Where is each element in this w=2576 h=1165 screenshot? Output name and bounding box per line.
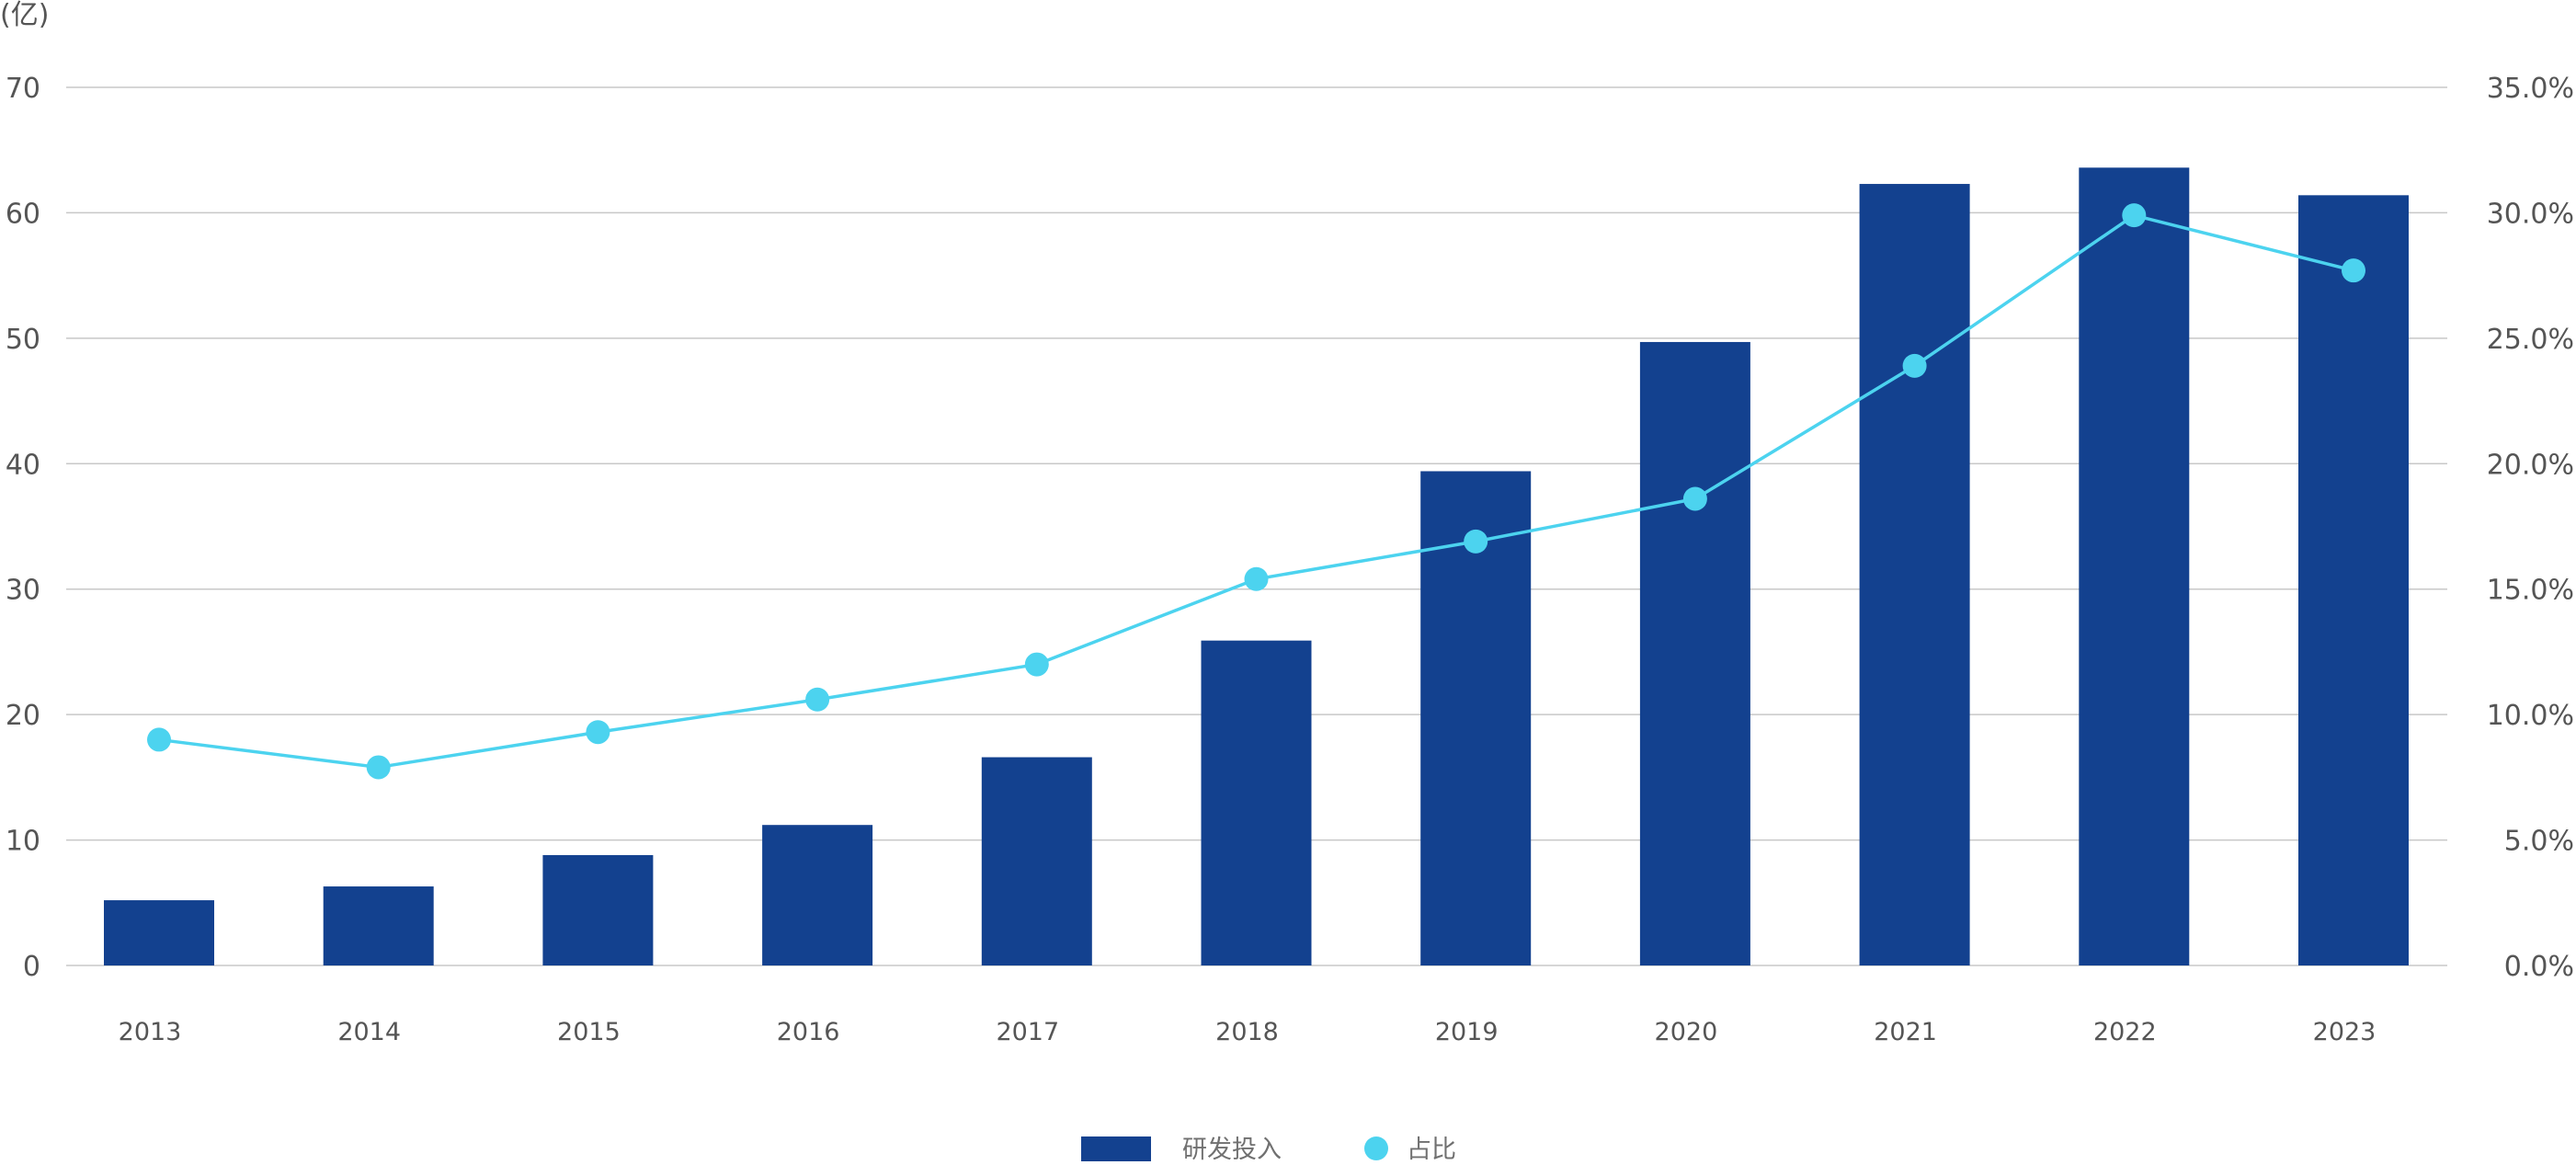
y-left-tick-label: 40 xyxy=(6,449,40,481)
y-right-tick-label: 20.0% xyxy=(2487,449,2574,481)
line-point xyxy=(805,687,830,712)
legend-line-label: 占比 xyxy=(1407,1136,1456,1161)
bar xyxy=(1859,184,1970,966)
legend: 研发投入 占比 xyxy=(1081,1136,1456,1164)
line-point xyxy=(1024,652,1049,677)
bar xyxy=(1201,640,1312,965)
y-left-tick-label: 30 xyxy=(6,575,40,607)
line-point xyxy=(147,727,171,752)
bar xyxy=(1420,471,1532,965)
y-left-tick-label: 50 xyxy=(6,324,40,356)
line-point xyxy=(2122,203,2147,228)
bar xyxy=(104,900,214,965)
y-left-tick-label: 20 xyxy=(6,700,40,732)
bar xyxy=(2298,195,2409,966)
x-tick-label: 2013 xyxy=(119,1018,182,1046)
x-axis: 2013 2014 2015 2016 2017 2018 2019 2020 2021 2022… xyxy=(119,1018,2377,1046)
bar xyxy=(981,757,1092,965)
line-point xyxy=(586,720,610,745)
line-point xyxy=(2342,258,2365,283)
bar-series xyxy=(104,167,2409,966)
y-right-tick-label: 0.0% xyxy=(2504,951,2574,983)
line-point xyxy=(1464,529,1488,554)
x-tick-label: 2015 xyxy=(557,1018,621,1046)
y-right-tick-label: 30.0% xyxy=(2487,198,2574,230)
y-left-tick-label: 0 xyxy=(23,951,40,983)
x-tick-label: 2018 xyxy=(1215,1018,1279,1046)
y-right-tick-label: 15.0% xyxy=(2487,575,2574,607)
line-point xyxy=(1902,353,1927,378)
y-left-tick-label: 10 xyxy=(6,826,40,858)
bar xyxy=(1639,341,1750,965)
y-left-unit-label: (亿) xyxy=(0,0,49,31)
line-point xyxy=(1682,486,1707,511)
y-right-axis: 0.0% 5.0% 10.0% 15.0% 20.0% 25.0% 30.0% 35.0% xyxy=(2487,73,2574,983)
x-tick-label: 2014 xyxy=(337,1018,401,1046)
line-point xyxy=(366,755,391,780)
bar xyxy=(762,825,873,965)
y-left-tick-label: 70 xyxy=(6,73,40,105)
y-right-tick-label: 5.0% xyxy=(2504,826,2574,858)
x-tick-label: 2023 xyxy=(2313,1018,2377,1046)
y-right-tick-label: 35.0% xyxy=(2487,73,2574,105)
x-tick-label: 2017 xyxy=(996,1018,1059,1046)
y-left-axis: 0 10 20 30 40 50 60 70 xyxy=(6,73,40,983)
x-tick-label: 2019 xyxy=(1435,1018,1499,1046)
legend-line-swatch xyxy=(1364,1136,1388,1160)
legend-bar-label: 研发投入 xyxy=(1182,1136,1282,1161)
legend-bar-swatch xyxy=(1081,1136,1151,1161)
line-point xyxy=(1244,566,1269,591)
x-tick-label: 2021 xyxy=(1874,1018,1937,1046)
bar xyxy=(542,854,654,965)
y-right-tick-label: 10.0% xyxy=(2487,700,2574,732)
line-series xyxy=(147,203,2365,780)
x-tick-label: 2020 xyxy=(1655,1018,1718,1046)
x-tick-label: 2022 xyxy=(2093,1018,2157,1046)
y-left-tick-label: 60 xyxy=(6,198,40,230)
y-right-tick-label: 25.0% xyxy=(2487,324,2574,356)
x-tick-label: 2016 xyxy=(777,1018,840,1046)
bar xyxy=(323,886,434,965)
bar xyxy=(2079,167,2190,966)
